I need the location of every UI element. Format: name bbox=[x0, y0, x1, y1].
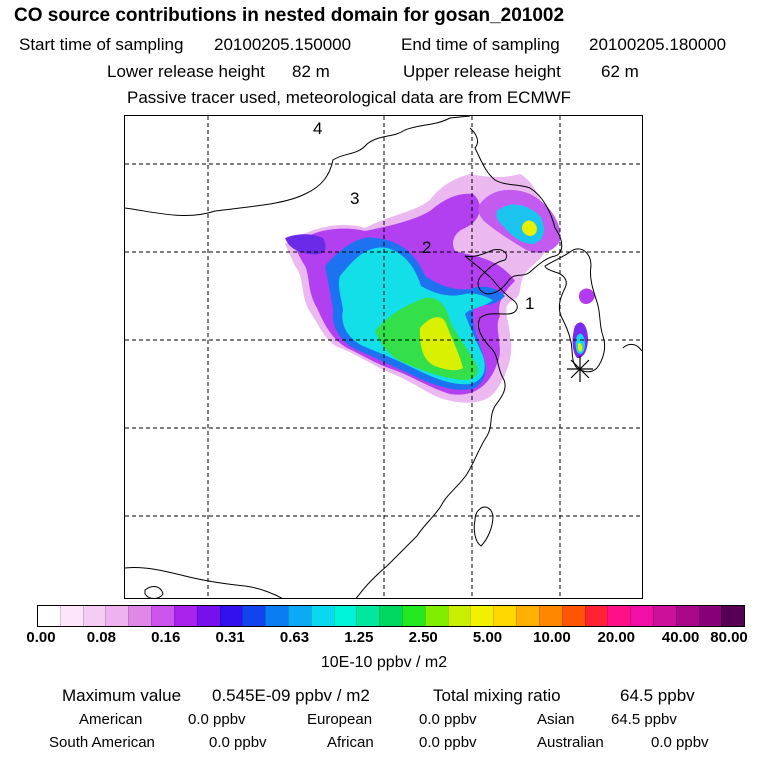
colorbar-segment bbox=[196, 606, 220, 626]
colorbar-segment bbox=[219, 606, 243, 626]
colorbar-segment bbox=[675, 606, 699, 626]
receptor-star-icon bbox=[567, 356, 593, 382]
colorbar-segment bbox=[470, 606, 494, 626]
colorbar-segment bbox=[242, 606, 266, 626]
contrib-value-south-american: 0.0 ppbv bbox=[209, 734, 267, 751]
colorbar-unit: 10E-10 ppbv / m2 bbox=[320, 654, 448, 671]
colorbar-tick-label: 0.63 bbox=[279, 629, 310, 646]
colorbar-segment bbox=[402, 606, 425, 626]
colorbar-segment bbox=[379, 606, 402, 626]
colorbar-tick-label: 10.00 bbox=[533, 629, 571, 646]
colorbar-tick-label: 0.16 bbox=[151, 629, 181, 646]
colorbar-tick-label: 2.50 bbox=[408, 629, 438, 646]
total-mixing-value: 64.5 ppbv bbox=[620, 686, 695, 705]
map-panel: 1 2 3 4 bbox=[124, 115, 643, 599]
colorbar-tick-label: 0.31 bbox=[215, 629, 245, 646]
lat-lon-grid bbox=[125, 116, 642, 598]
japan-island bbox=[622, 343, 642, 352]
china-coast bbox=[355, 227, 563, 598]
end-time-value: 20100205.180000 bbox=[589, 35, 727, 54]
colorbar-segment bbox=[584, 606, 608, 626]
plume-yellow bbox=[419, 317, 463, 371]
colorbar-segment bbox=[82, 606, 106, 626]
total-mixing-label: Total mixing ratio bbox=[433, 686, 561, 705]
plume-purple-top bbox=[285, 234, 326, 255]
colorbar-segment bbox=[424, 606, 448, 626]
colorbar-tick-label: 40.00 bbox=[661, 629, 700, 646]
contrib-name-european: European bbox=[307, 711, 373, 728]
contrib-name-asian: Asian bbox=[537, 711, 575, 728]
colorbar-tick-label: 1.25 bbox=[344, 629, 374, 646]
northeast-border bbox=[469, 127, 556, 229]
colorbar-segment bbox=[333, 606, 357, 626]
colorbar-segment bbox=[561, 606, 585, 626]
colorbar-segment bbox=[173, 606, 197, 626]
colorbar bbox=[37, 605, 745, 627]
contrib-value-american: 0.0 ppbv bbox=[188, 711, 246, 728]
hainan bbox=[144, 586, 164, 598]
map-canvas: 1 2 3 4 bbox=[125, 116, 642, 598]
plume-ne-yellow bbox=[521, 220, 537, 236]
trajectory-label-3: 3 bbox=[350, 189, 359, 208]
colorbar-tick-label: 80.00 bbox=[710, 629, 748, 646]
start-time-label: Start time of sampling bbox=[19, 35, 184, 54]
colorbar-segment bbox=[356, 606, 380, 626]
colorbar-segment bbox=[265, 606, 288, 626]
colorbar-segment bbox=[105, 606, 129, 626]
colorbar-segment bbox=[287, 606, 311, 626]
contrib-name-australian: Australian bbox=[537, 734, 604, 751]
lower-height-value: 82 m bbox=[292, 62, 330, 81]
coastlines bbox=[125, 116, 642, 598]
korea-peninsula bbox=[544, 248, 606, 373]
colorbar-segment bbox=[607, 606, 631, 626]
colorbar-segment bbox=[310, 606, 334, 626]
colorbar-segment bbox=[151, 606, 174, 626]
south-china-coast bbox=[125, 567, 283, 598]
map-title: CO source contributions in nested domain… bbox=[14, 5, 565, 26]
contrib-value-european: 0.0 ppbv bbox=[419, 711, 477, 728]
start-time-value: 20100205.150000 bbox=[214, 35, 352, 54]
lower-height-label: Lower release height bbox=[107, 62, 265, 81]
colorbar-segment bbox=[721, 606, 745, 626]
contrib-name-american: American bbox=[79, 711, 143, 728]
colorbar-segment bbox=[538, 606, 562, 626]
colorbar-tick-label: 5.00 bbox=[472, 629, 503, 646]
colorbar-segment bbox=[59, 606, 83, 626]
colorbar-segment bbox=[128, 606, 152, 626]
colorbar-segment bbox=[630, 606, 653, 626]
colorbar-tick-label: 0.00 bbox=[26, 629, 56, 646]
co-plume bbox=[285, 174, 595, 403]
max-value-label: Maximum value bbox=[62, 686, 182, 705]
contrib-value-african: 0.0 ppbv bbox=[419, 734, 477, 751]
contrib-name-south-american: South American bbox=[49, 734, 155, 751]
colorbar-tick-label: 20.00 bbox=[597, 629, 636, 646]
contrib-name-african: African bbox=[327, 734, 374, 751]
colorbar-tick-label: 0.08 bbox=[86, 629, 116, 646]
end-time-label: End time of sampling bbox=[401, 35, 560, 54]
contrib-value-asian: 64.5 ppbv bbox=[611, 711, 677, 728]
colorbar-segment bbox=[38, 606, 60, 626]
trajectory-label-1: 1 bbox=[525, 294, 534, 313]
taiwan bbox=[473, 506, 494, 547]
upper-height-value: 62 m bbox=[601, 62, 639, 81]
colorbar-segment bbox=[516, 606, 539, 626]
trajectory-label-4: 4 bbox=[313, 119, 322, 138]
max-value: 0.545E-09 ppbv / m2 bbox=[212, 686, 370, 705]
colorbar-segment bbox=[698, 606, 722, 626]
colorbar-segment bbox=[447, 606, 471, 626]
upper-height-label: Upper release height bbox=[403, 62, 561, 81]
trajectory-label-2: 2 bbox=[422, 238, 431, 257]
colorbar-segment bbox=[493, 606, 517, 626]
plume-korea-dot bbox=[578, 288, 595, 304]
plume-korea-yellow bbox=[578, 342, 583, 352]
tracer-note: Passive tracer used, meteorological data… bbox=[127, 88, 572, 107]
mongolia-border bbox=[125, 116, 471, 217]
contrib-value-australian: 0.0 ppbv bbox=[651, 734, 709, 751]
colorbar-segment bbox=[652, 606, 676, 626]
